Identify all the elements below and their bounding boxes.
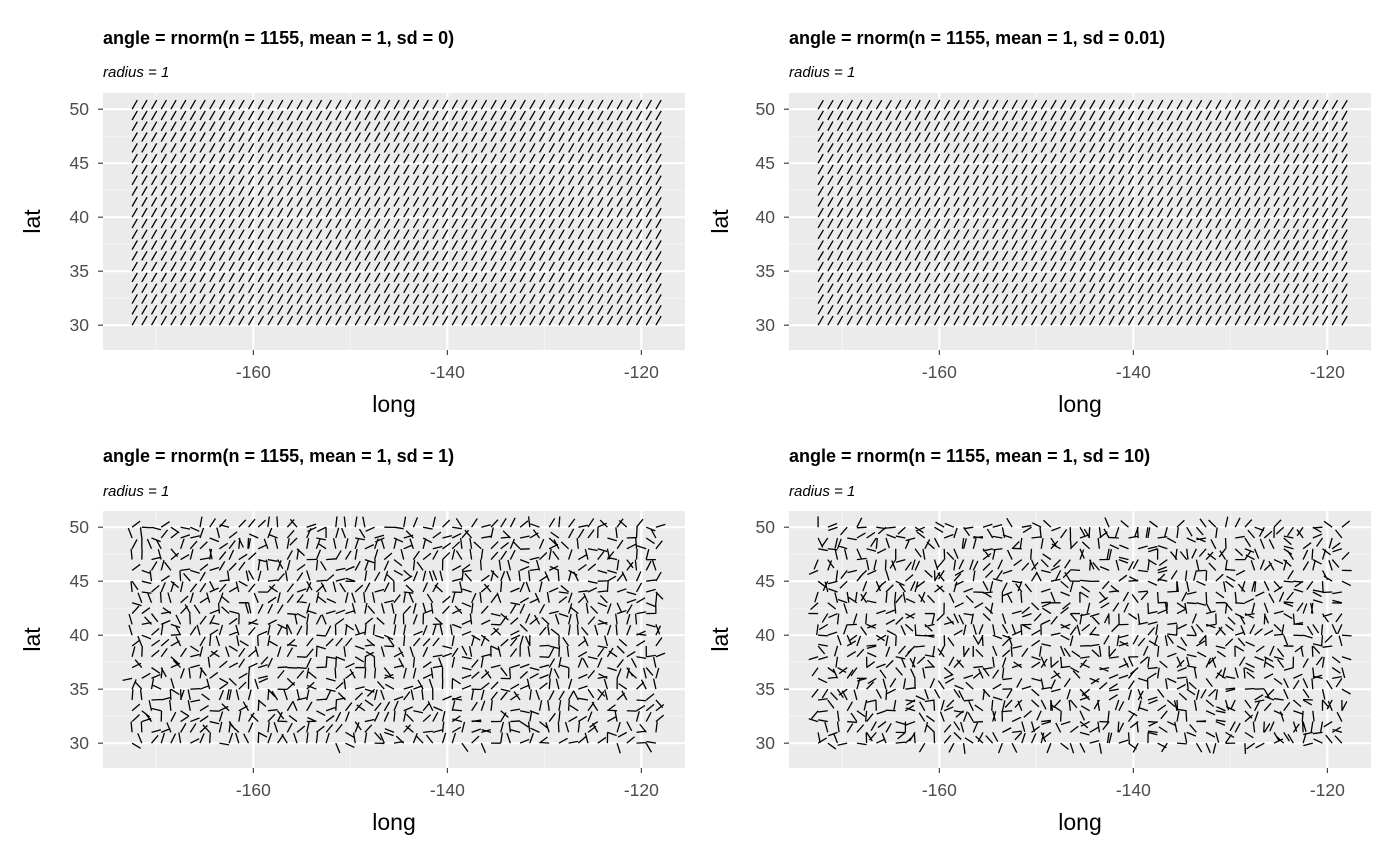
x-tick-label: -160	[922, 780, 957, 800]
plot-background	[103, 93, 685, 350]
panel-title: angle = rnorm(n = 1155, mean = 1, sd = 1…	[789, 446, 1150, 466]
spoke-marks	[122, 516, 666, 754]
y-tick-label: 45	[70, 571, 89, 591]
panel-subtitle: radius = 1	[789, 64, 855, 81]
x-tick-label: -120	[1310, 780, 1345, 800]
plot-background	[103, 511, 685, 768]
y-tick-label: 40	[70, 625, 90, 645]
y-axis-title: lat	[19, 209, 45, 234]
x-tick-label: -120	[624, 780, 659, 800]
panel-subtitle: radius = 1	[103, 483, 169, 500]
y-tick-label: 50	[756, 517, 776, 537]
x-tick-label: -140	[430, 362, 465, 382]
y-tick-label: 45	[756, 571, 775, 591]
spoke-segment	[817, 99, 1348, 326]
plot-background	[789, 93, 1371, 350]
y-tick-label: 30	[756, 733, 776, 753]
y-tick-label: 30	[70, 733, 90, 753]
y-axis-title: lat	[19, 627, 45, 652]
y-tick-label: 40	[756, 207, 776, 227]
spoke-marks	[817, 99, 1348, 326]
y-tick-label: 50	[70, 99, 90, 119]
x-tick-label: -160	[236, 362, 271, 382]
y-tick-label: 35	[756, 679, 775, 699]
x-tick-label: -160	[236, 780, 271, 800]
panel-title: angle = rnorm(n = 1155, mean = 1, sd = 0…	[103, 28, 454, 48]
panel-subtitle: radius = 1	[789, 483, 855, 500]
y-tick-label: 30	[70, 315, 90, 335]
y-tick-label: 35	[70, 261, 89, 281]
spoke-marks	[131, 99, 662, 326]
y-tick-label: 50	[756, 99, 776, 119]
x-tick-label: -140	[1116, 362, 1151, 382]
facet-panel-2: angle = rnorm(n = 1155, mean = 1, sd = 0…	[707, 28, 1371, 417]
x-axis-title: long	[1058, 391, 1101, 417]
x-axis-title: long	[372, 391, 415, 417]
panel-title: angle = rnorm(n = 1155, mean = 1, sd = 0…	[789, 28, 1165, 48]
spoke-segment	[131, 99, 662, 326]
y-axis-title: lat	[707, 627, 733, 652]
x-tick-label: -120	[1310, 362, 1345, 382]
x-tick-label: -140	[430, 780, 465, 800]
x-tick-label: -120	[624, 362, 659, 382]
y-tick-label: 40	[756, 625, 776, 645]
y-tick-label: 35	[70, 679, 89, 699]
y-tick-label: 40	[70, 207, 90, 227]
spoke-segment	[122, 516, 666, 754]
y-tick-label: 50	[70, 517, 90, 537]
x-axis-title: long	[1058, 809, 1101, 835]
spoke-segment	[808, 516, 1352, 754]
facet-panel-1: angle = rnorm(n = 1155, mean = 1, sd = 0…	[19, 28, 685, 417]
y-tick-label: 35	[756, 261, 775, 281]
spoke-marks	[808, 516, 1352, 754]
x-tick-label: -140	[1116, 780, 1151, 800]
panel-subtitle: radius = 1	[103, 64, 169, 81]
y-tick-label: 45	[70, 153, 89, 173]
y-tick-label: 45	[756, 153, 775, 173]
y-tick-label: 30	[756, 315, 776, 335]
facet-panel-4: angle = rnorm(n = 1155, mean = 1, sd = 1…	[707, 446, 1371, 835]
y-axis-title: lat	[707, 209, 733, 234]
x-tick-label: -160	[922, 362, 957, 382]
facet-panel-3: angle = rnorm(n = 1155, mean = 1, sd = 1…	[19, 446, 685, 835]
x-axis-title: long	[372, 809, 415, 835]
panel-title: angle = rnorm(n = 1155, mean = 1, sd = 1…	[103, 446, 454, 466]
